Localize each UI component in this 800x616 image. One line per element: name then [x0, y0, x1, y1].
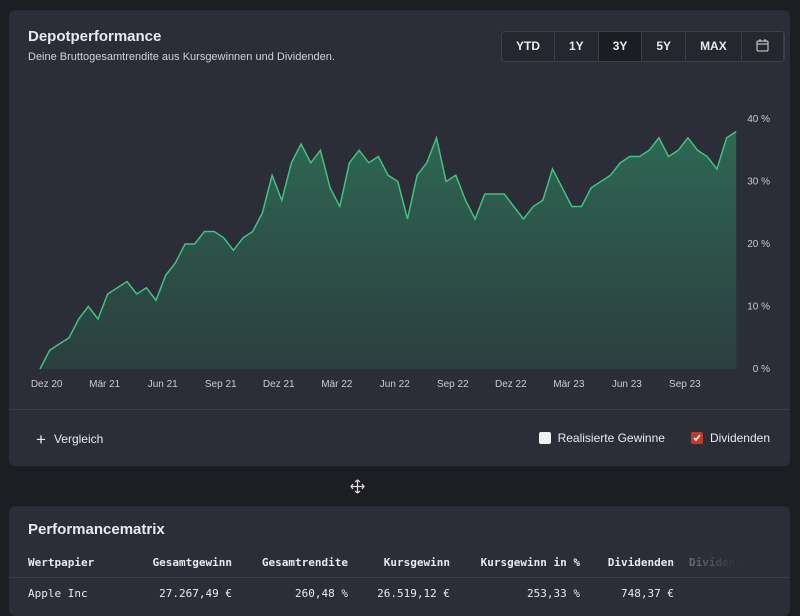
checkbox-label: Dividenden — [709, 431, 770, 445]
column-header: Wertpapier — [28, 556, 95, 569]
compare-button[interactable]: + Vergleich — [36, 430, 104, 449]
x-tick-label: Mär 23 — [553, 379, 585, 390]
x-tick-label: Jun 23 — [612, 379, 642, 390]
x-tick-label: Dez 21 — [263, 379, 295, 390]
x-tick-label: Sep 21 — [205, 379, 237, 390]
x-tick-label: Dez 20 — [31, 379, 63, 390]
y-tick-label: 10 % — [747, 302, 770, 313]
title: Depotperformance — [28, 28, 162, 45]
table-cell: 253,33 % — [527, 587, 580, 600]
subtitle: Deine Bruttogesamtrendite aus Kursgewinn… — [28, 51, 335, 63]
x-tick-label: Mär 22 — [321, 379, 353, 390]
page: Depotperformance Deine Bruttogesamtrendi… — [9, 10, 790, 616]
divider — [9, 409, 790, 410]
column-header: Kursgewinn — [383, 556, 450, 569]
line — [39, 130, 737, 370]
range-button[interactable]: 1Y — [555, 32, 599, 61]
column-header: Gesamtrendite — [261, 556, 348, 569]
checkbox[interactable]: Dividenden — [690, 431, 770, 445]
range-button[interactable]: 3Y — [598, 32, 643, 61]
column-header: Dividenden — [689, 556, 739, 569]
x-tick-label: Jun 21 — [148, 379, 178, 390]
y-tick-label: 30 % — [747, 177, 770, 188]
column-header: Gesamtgewinn — [152, 556, 232, 569]
chart: 0 % 10 % 20 % 30 % 40 % Dez 20 Mär 21 Jun 21 Sep… — [31, 114, 770, 390]
table-cell: 26.519,12 € — [377, 587, 450, 600]
y-tick-label: 20 % — [747, 239, 770, 250]
table-cell: 260,48 % — [295, 587, 348, 600]
matrix-card: Performancematrix Wertpapier Gesamtgewinn… — [9, 506, 790, 616]
compare-label: Vergleich — [53, 432, 104, 446]
range-button[interactable]: YTD — [502, 32, 555, 61]
table-cell: Apple Inc — [28, 587, 88, 600]
x-tick-label: Dez 22 — [495, 379, 527, 390]
divider — [9, 577, 790, 578]
range-button[interactable]: MAX — [686, 32, 742, 61]
y-tick-label: 0 % — [753, 364, 770, 375]
area — [40, 131, 737, 369]
x-tick-label: Jun 22 — [380, 379, 410, 390]
column-header: Dividenden — [607, 556, 674, 569]
calendar-button[interactable] — [742, 32, 784, 61]
table-cell: 27.267,49 € — [159, 587, 232, 600]
matrix-title: Performancematrix — [28, 521, 165, 538]
column-header: Kursgewinn in % — [480, 556, 580, 569]
checkboxes: Realisierte Gewinne Dividenden — [538, 431, 770, 445]
checkbox[interactable]: Realisierte Gewinne — [538, 431, 665, 445]
checkbox-box — [538, 432, 551, 444]
range-buttons: YTD 1Y 3Y 5Y MAX — [501, 31, 785, 62]
checkbox-box — [690, 432, 703, 444]
y-tick-label: 40 % — [747, 114, 770, 125]
x-tick-label: Mär 21 — [89, 379, 121, 390]
table-cell: 748,37 € — [621, 587, 674, 600]
move-icon[interactable] — [350, 479, 365, 494]
range-button[interactable]: 5Y — [642, 32, 687, 61]
checkbox-label: Realisierte Gewinne — [557, 431, 665, 445]
x-tick-label: Sep 22 — [437, 379, 469, 390]
x-tick-label: Sep 23 — [669, 379, 701, 390]
